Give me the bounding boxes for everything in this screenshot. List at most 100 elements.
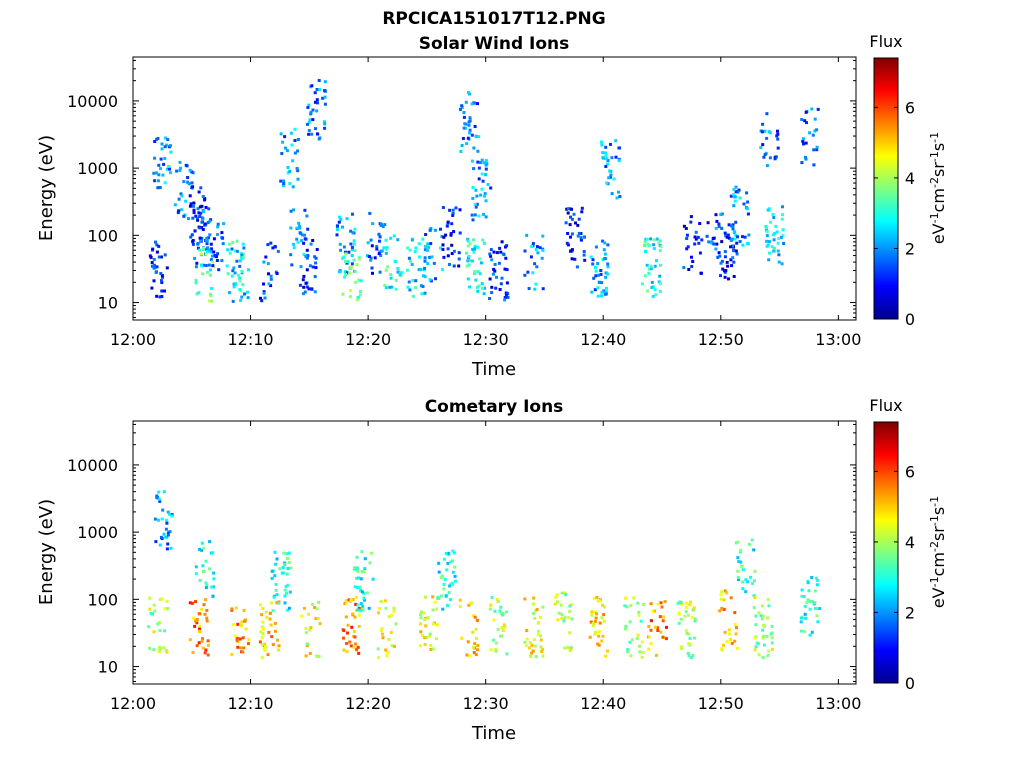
heatmap-cell bbox=[482, 292, 486, 296]
heatmap-cell bbox=[770, 636, 774, 640]
heatmap-cell bbox=[562, 619, 566, 623]
heatmap-cell bbox=[731, 225, 735, 229]
heatmap-cell bbox=[742, 568, 745, 572]
heatmap-cell bbox=[350, 262, 354, 266]
heatmap-cell bbox=[497, 261, 501, 265]
heatmap-cell bbox=[384, 648, 388, 652]
heatmap-cell bbox=[476, 160, 480, 164]
heatmap-cell bbox=[594, 269, 598, 273]
heatmap-cell bbox=[202, 546, 206, 550]
heatmap-cell bbox=[152, 258, 156, 261]
heatmap-cell bbox=[380, 249, 384, 253]
heatmap-cell bbox=[285, 572, 289, 576]
heatmap-cell bbox=[804, 110, 808, 114]
heatmap-cell bbox=[413, 250, 417, 253]
heatmap-cell bbox=[749, 575, 753, 579]
heatmap-cell bbox=[488, 277, 492, 281]
heatmap-cell bbox=[478, 272, 482, 276]
heatmap-cell bbox=[494, 641, 498, 645]
heatmap-cell bbox=[321, 96, 325, 100]
heatmap-cell bbox=[816, 107, 820, 111]
heatmap-cell bbox=[802, 142, 805, 146]
heatmap-cell bbox=[303, 208, 307, 212]
heatmap-cell bbox=[502, 623, 506, 627]
heatmap-cell bbox=[317, 654, 321, 658]
heatmap-cell bbox=[566, 243, 570, 247]
heatmap-cell bbox=[452, 264, 456, 268]
heatmap-cell bbox=[149, 255, 153, 259]
heatmap-cell bbox=[314, 266, 318, 270]
y-tick-label: 10000 bbox=[67, 456, 118, 475]
heatmap-cell bbox=[424, 595, 427, 599]
heatmap-cell bbox=[468, 259, 472, 263]
heatmap-cell bbox=[604, 275, 608, 279]
heatmap-cell bbox=[495, 275, 498, 279]
heatmap-cell bbox=[337, 220, 341, 224]
heatmap-cell bbox=[693, 242, 697, 246]
heatmap-cell bbox=[201, 564, 205, 568]
heatmap-cell bbox=[776, 241, 780, 245]
heatmap-cell bbox=[747, 543, 751, 546]
heatmap-cell bbox=[191, 651, 195, 655]
heatmap-cell bbox=[398, 273, 402, 277]
heatmap-cell bbox=[781, 205, 784, 209]
heatmap-cell bbox=[725, 235, 729, 239]
heatmap-cell bbox=[309, 626, 313, 630]
heatmap-cell bbox=[228, 291, 231, 295]
heatmap-cell bbox=[480, 187, 484, 191]
heatmap-cell bbox=[471, 614, 475, 618]
heatmap-cell bbox=[476, 149, 480, 153]
heatmap-cell bbox=[343, 275, 347, 279]
heatmap-cell bbox=[355, 263, 359, 267]
heatmap-cell bbox=[195, 292, 199, 296]
heatmap-cell bbox=[441, 206, 445, 209]
heatmap-cell bbox=[448, 598, 452, 602]
heatmap-cell bbox=[719, 261, 723, 265]
heatmap-cell bbox=[234, 606, 238, 610]
heatmap-cell bbox=[298, 226, 302, 230]
heatmap-cell bbox=[196, 218, 200, 222]
heatmap-cell bbox=[363, 557, 367, 561]
heatmap-cell bbox=[431, 595, 435, 599]
heatmap-cell bbox=[603, 252, 607, 256]
heatmap-cell bbox=[446, 552, 450, 555]
heatmap-cell bbox=[643, 274, 647, 278]
heatmap-cell bbox=[500, 240, 504, 244]
heatmap-cell bbox=[153, 156, 157, 160]
heatmap-cell bbox=[498, 246, 502, 250]
heatmap-cell bbox=[774, 224, 778, 228]
heatmap-cell bbox=[727, 632, 731, 636]
heatmap-cell bbox=[720, 606, 724, 610]
heatmap-cell bbox=[424, 624, 428, 628]
heatmap-cell bbox=[238, 637, 242, 641]
heatmap-cell bbox=[504, 256, 508, 260]
heatmap-cell bbox=[370, 244, 374, 248]
heatmap-cell bbox=[458, 598, 462, 602]
heatmap-cell bbox=[772, 238, 776, 242]
heatmap-cell bbox=[208, 299, 212, 303]
heatmap-cell bbox=[782, 241, 786, 245]
heatmap-cell bbox=[470, 259, 474, 263]
heatmap-cell bbox=[540, 256, 544, 260]
heatmap-cell bbox=[466, 237, 470, 241]
heatmap-cell bbox=[296, 240, 300, 244]
heatmap-cell bbox=[162, 162, 166, 166]
heatmap-cell bbox=[454, 206, 458, 210]
heatmap-cell bbox=[275, 557, 279, 561]
heatmap-cell bbox=[568, 223, 572, 227]
heatmap-cell bbox=[164, 136, 167, 140]
heatmap-cell bbox=[449, 232, 453, 235]
heatmap-cell bbox=[290, 143, 294, 147]
heatmap-cell bbox=[684, 629, 688, 633]
heatmap-cell bbox=[594, 630, 597, 634]
heatmap-cell bbox=[609, 173, 613, 177]
heatmap-cell bbox=[306, 254, 310, 258]
heatmap-cell bbox=[457, 257, 461, 261]
heatmap-cell bbox=[765, 234, 769, 238]
heatmap-cell bbox=[503, 267, 507, 271]
heatmap-cell bbox=[210, 585, 214, 589]
heatmap-cell bbox=[766, 208, 770, 212]
heatmap-cell bbox=[160, 142, 164, 146]
heatmap-cell bbox=[344, 272, 348, 276]
